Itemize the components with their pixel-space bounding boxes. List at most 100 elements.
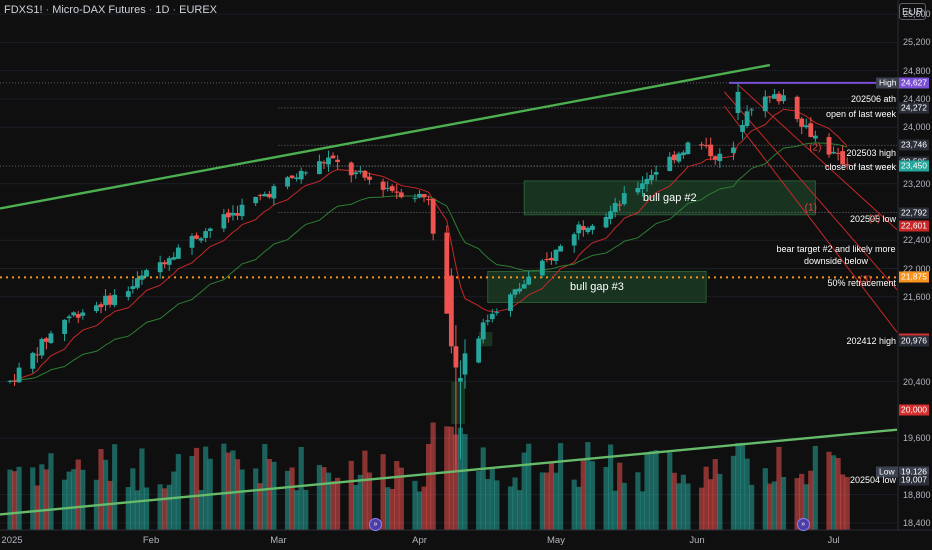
volume-bar <box>253 468 259 530</box>
volume-bar <box>7 469 13 530</box>
bear-channel-line[interactable] <box>723 91 898 291</box>
volume-bar <box>62 479 68 530</box>
currency-button[interactable]: EUR <box>899 3 926 20</box>
candle <box>30 351 36 374</box>
candle <box>576 221 582 240</box>
candle <box>539 258 545 278</box>
volume-bar <box>517 490 523 530</box>
level-note: 202506 ath <box>850 93 896 104</box>
candle <box>430 198 436 241</box>
candle <box>285 175 290 190</box>
candle <box>621 186 627 206</box>
volume-bar <box>739 442 746 530</box>
candle <box>266 190 272 199</box>
candle <box>808 116 814 138</box>
candle <box>549 251 554 265</box>
volume-bar <box>580 459 586 530</box>
volume-bar <box>485 479 491 530</box>
candle <box>103 289 108 312</box>
symbol-header[interactable]: FDXS1! · Micro-DAX Futures · 1D · EUREX <box>4 4 218 16</box>
candle <box>394 183 400 199</box>
volume-bar <box>612 490 618 530</box>
candle <box>162 260 168 268</box>
volume-bar <box>71 469 77 530</box>
volume-bar <box>298 446 304 530</box>
bear-channel-line[interactable] <box>723 105 898 333</box>
volume-bar <box>239 469 245 530</box>
volume-bar <box>708 479 714 530</box>
volume-bar <box>112 444 118 530</box>
volume-bar <box>257 483 263 530</box>
wave-label: (3) <box>859 274 872 286</box>
volume-bar <box>348 460 354 530</box>
price-tick-label: 22,000 <box>903 263 931 274</box>
volume-bar <box>680 474 686 530</box>
volume-bar <box>380 454 386 530</box>
candle <box>453 325 459 472</box>
candle <box>831 146 836 155</box>
volume-bar <box>699 487 705 530</box>
volume-bar <box>671 472 677 530</box>
candle <box>367 172 372 185</box>
volume-bar <box>193 447 200 530</box>
price-tick-label: 24,000 <box>903 122 931 133</box>
candle <box>207 227 213 238</box>
candle <box>685 141 691 155</box>
lower-trendline[interactable] <box>0 428 898 516</box>
volume-bar <box>11 471 18 530</box>
candle <box>512 288 518 298</box>
volume-bar <box>767 483 773 530</box>
candle <box>476 336 482 364</box>
candle <box>221 208 227 233</box>
candle <box>744 105 750 129</box>
volume-bar <box>171 471 177 530</box>
level-note: open of last week <box>825 108 896 119</box>
candle <box>676 151 682 164</box>
candle <box>444 225 450 314</box>
candle <box>66 314 72 323</box>
candle <box>330 152 336 159</box>
volume-bar <box>644 453 650 530</box>
volume-bar <box>576 486 582 530</box>
volume-bar <box>844 477 850 530</box>
volume-bar <box>544 472 550 530</box>
candle <box>740 120 745 140</box>
candle <box>198 236 204 243</box>
time-tick-label: Jul <box>827 535 840 546</box>
volume-bar <box>812 445 818 530</box>
volume-bar <box>617 462 623 530</box>
volume-bar <box>289 467 295 530</box>
candle <box>335 155 340 170</box>
candle <box>508 292 513 317</box>
volume-bar <box>653 450 659 530</box>
volume-bar <box>139 448 145 530</box>
candle <box>667 152 673 172</box>
candle <box>708 137 714 161</box>
candle <box>107 293 113 308</box>
candle <box>166 255 172 271</box>
candle <box>98 302 104 314</box>
volume-bar <box>703 466 709 530</box>
volume-bar <box>330 481 336 530</box>
candle <box>812 130 818 142</box>
gap-zone[interactable] <box>487 270 707 303</box>
volume-bar <box>635 472 641 530</box>
candle <box>380 178 386 197</box>
candle <box>772 89 777 99</box>
volume-bar <box>621 482 627 530</box>
candle <box>230 205 236 221</box>
candle <box>612 197 618 218</box>
wave-label: (1) <box>804 202 817 214</box>
candle <box>489 309 495 323</box>
volume-bar <box>730 455 737 530</box>
level-note: 202505 low <box>849 214 896 225</box>
upper-trendline[interactable] <box>0 63 771 210</box>
volume-bar <box>80 469 86 530</box>
candle <box>640 176 645 197</box>
trendlines <box>0 63 898 516</box>
time-tick-label: Mar <box>270 535 287 546</box>
candle <box>462 339 468 389</box>
price-tick-label: 18,800 <box>903 489 931 500</box>
